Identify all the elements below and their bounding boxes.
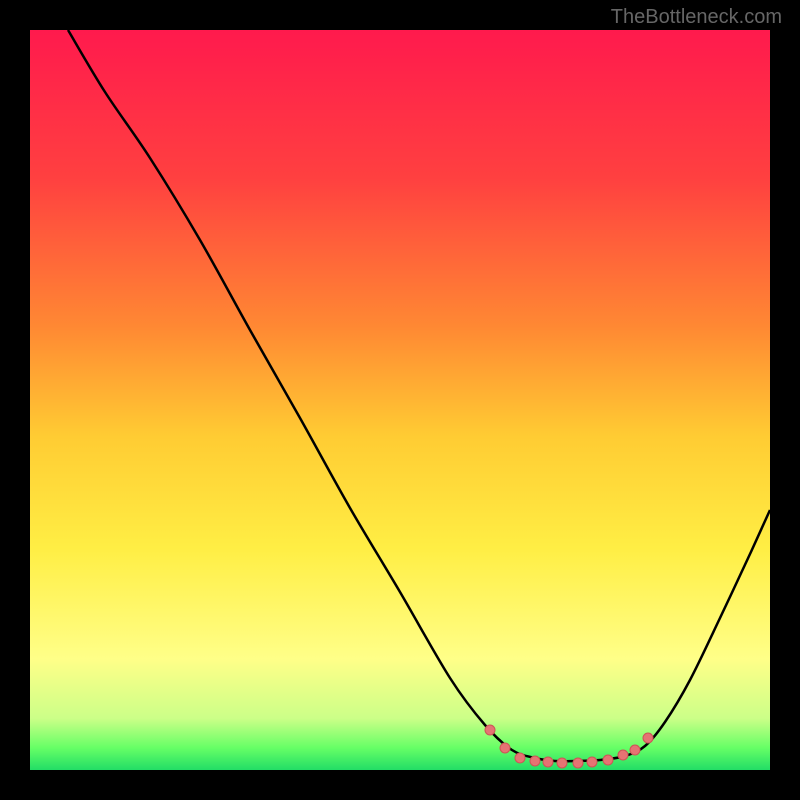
- marker-point: [485, 725, 495, 735]
- marker-point: [618, 750, 628, 760]
- watermark-text: TheBottleneck.com: [611, 6, 782, 29]
- marker-point: [500, 743, 510, 753]
- marker-point: [557, 758, 567, 768]
- marker-point: [643, 733, 653, 743]
- marker-point: [630, 745, 640, 755]
- chart-plot-area: [30, 30, 770, 770]
- marker-point: [543, 757, 553, 767]
- bottleneck-chart: [30, 30, 770, 770]
- marker-point: [530, 756, 540, 766]
- marker-point: [515, 753, 525, 763]
- chart-background: [30, 30, 770, 770]
- marker-point: [603, 755, 613, 765]
- marker-point: [587, 757, 597, 767]
- marker-point: [573, 758, 583, 768]
